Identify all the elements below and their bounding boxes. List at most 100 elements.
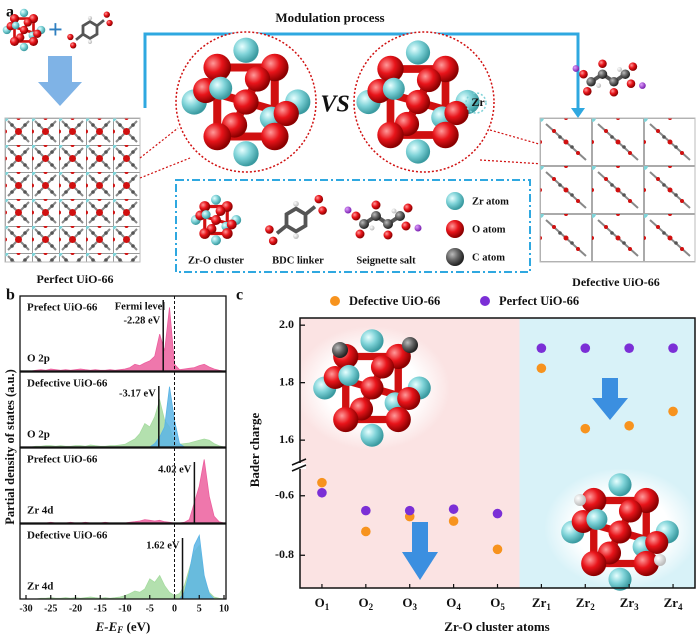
data-point [361,505,371,516]
x-tick-label: Zr3 [620,595,639,612]
category-symbol: O [446,595,456,610]
data-point [668,406,678,417]
legend-marker [330,296,340,306]
axis-break-gap [292,463,306,469]
x-tick-label: 0 [172,603,177,614]
pdos-area [26,307,225,372]
category-subscript: 4 [678,602,683,612]
x-axis-label: Zr-O cluster atoms [444,619,549,634]
category-symbol: Zr [532,595,547,610]
y-tick-label: 1.8 [279,374,294,388]
x-tick-label: O3 [402,595,417,612]
inset-atom [574,494,586,506]
category-symbol: O [315,595,325,610]
band-edge-label: -3.17 eV [119,388,156,399]
data-point [580,343,591,353]
subplot-title: Prefect UiO-66 [27,302,98,314]
data-point [580,423,591,434]
pdos-area [26,534,224,600]
subplot-title: Defective UiO-66 [27,378,108,390]
category-subscript: 1 [325,602,330,612]
x-axis-label-sub: F [116,625,123,635]
panel-label: b [6,287,15,304]
atom-icon [446,192,464,210]
process-line [143,32,580,112]
category-symbol: Zr [576,595,591,610]
data-point [492,544,503,555]
data-point [448,504,459,514]
data-point [668,343,678,353]
data-point [317,487,327,498]
vs-label: VS [320,92,349,118]
data-point [492,508,503,519]
data-point [404,505,415,516]
data-point [536,343,547,353]
atom-icon [446,220,464,238]
legend-label: Defective UiO-66 [349,294,440,308]
legend-label: BDC linker [272,255,324,266]
zoom-line [479,159,561,166]
inset-atom [332,342,348,358]
process-arrow [571,108,585,118]
data-point [361,526,371,537]
panel-label: c [236,287,243,304]
atom-icon [446,248,464,266]
x-tick-label: -5 [146,603,154,614]
subplot-title: Prefect UiO-66 [27,454,98,466]
process-title: Modulation process [275,10,384,25]
linker-icon [65,10,115,50]
y-tick-label: 1.6 [279,432,294,446]
defective-lattice [539,117,696,263]
orbital-label: O 2p [27,353,50,365]
legend-label: O atom [472,224,506,235]
pdos-area [26,398,225,448]
arrow-down [592,378,628,420]
caption: Perfect UiO-66 [37,272,114,286]
legend-label: Zr atom [472,196,509,207]
subplot-title: Defective UiO-66 [27,530,108,542]
band-edge-label: -2.28 eV [123,315,160,326]
panel-a: a + Perfect UiO-66 Modulation process Zr… [1,4,696,289]
axis-break [291,458,307,466]
x-tick-label: O5 [490,595,505,612]
category-symbol: O [490,595,500,610]
y-tick-label: -0.8 [275,547,294,561]
y-axis-label: Partial density of states (a.u.) [3,369,17,525]
x-tick-label: 5 [197,603,202,614]
legend-label: Seignette salt [356,255,416,266]
subplot-frame [19,447,227,524]
category-symbol: O [402,595,412,610]
panel-label: a [6,4,14,21]
category-subscript: 4 [456,602,461,612]
x-tick-label: -20 [69,603,82,614]
x-tick-label: 10 [219,603,229,614]
x-tick-label: -30 [19,603,32,614]
perfect-lattice [4,117,141,263]
missing-atom [465,92,487,114]
subplot-frame [19,295,227,372]
category-subscript: 5 [500,602,505,612]
subplot-frame [19,523,227,600]
legend-label: Zr-O cluster [188,255,244,266]
y-tick-label: -0.6 [275,488,294,502]
inset-atom [654,554,666,566]
x-tick-label: O2 [359,595,374,612]
band-edge-label: 1.62 eV [146,540,180,551]
category-subscript: 2 [369,602,374,612]
arrow-down [38,56,82,106]
x-axis-label-unit: (eV) [123,619,150,634]
caption: Defective UiO-66 [572,275,660,289]
inset-atom [402,337,418,353]
data-point [624,420,634,431]
orbital-label: O 2p [27,429,50,441]
zr-label: Zr [471,95,485,109]
y-axis-label: Bader charge [247,413,262,488]
x-tick-label: -15 [94,603,107,614]
legend-marker [480,296,490,306]
orbital-label: Zr 4d [27,505,53,517]
orbital-label: Zr 4d [27,581,53,593]
x-tick-label: Zr2 [576,595,595,612]
x-tick-label: O1 [315,595,330,612]
x-tick-label: -10 [118,603,131,614]
